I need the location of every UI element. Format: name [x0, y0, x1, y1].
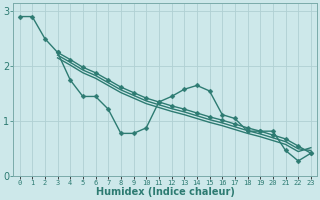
X-axis label: Humidex (Indice chaleur): Humidex (Indice chaleur) [96, 187, 235, 197]
